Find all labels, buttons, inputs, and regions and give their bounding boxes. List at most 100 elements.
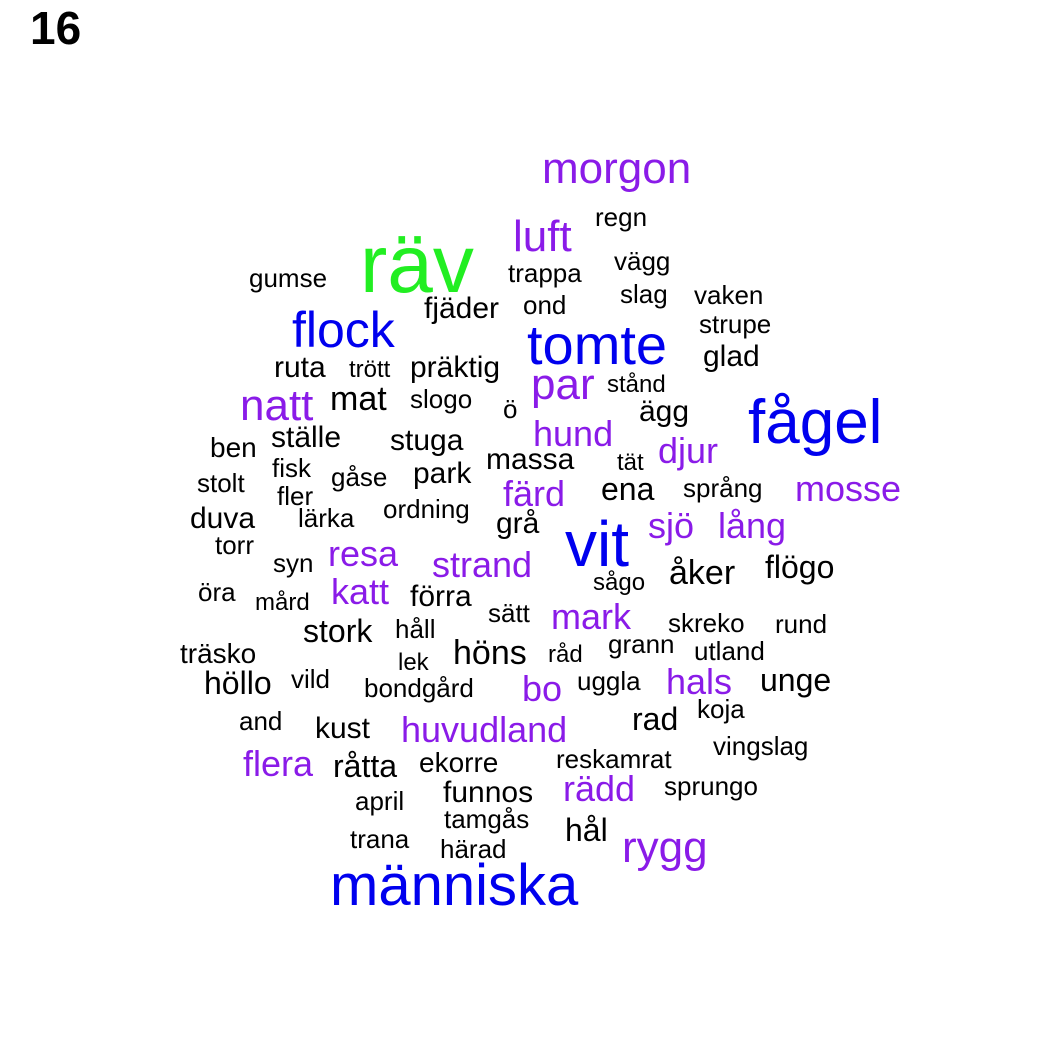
cloud-word: ekorre <box>419 747 498 778</box>
cloud-word: trana <box>350 824 410 854</box>
cloud-word: stolt <box>197 468 245 498</box>
cloud-word: strupe <box>699 309 771 339</box>
cloud-word: fjäder <box>424 292 499 325</box>
cloud-word: ägg <box>639 395 689 428</box>
cloud-word: tät <box>617 449 644 476</box>
cloud-word: hund <box>533 413 613 454</box>
cloud-word: sågo <box>593 569 645 596</box>
cloud-word: sprungo <box>664 771 758 801</box>
cloud-word: ö <box>503 394 517 424</box>
cloud-word: rygg <box>622 823 708 872</box>
cloud-word: grå <box>496 507 540 540</box>
cloud-word: ordning <box>383 494 470 524</box>
cloud-word: färd <box>503 473 565 514</box>
cloud-word: rund <box>775 609 827 639</box>
cloud-word: gåse <box>331 462 387 492</box>
cloud-word: koja <box>697 694 745 724</box>
word-cloud-words: räv människa vit fågel tomte flock morgon luft n… <box>180 144 901 918</box>
cloud-word: människa <box>330 853 579 918</box>
cloud-word: reskamrat <box>556 744 672 774</box>
cloud-word: glad <box>703 340 760 373</box>
cloud-word: par <box>531 360 595 409</box>
cloud-word: språng <box>683 473 763 503</box>
cloud-word: träsko <box>180 638 256 669</box>
cloud-word: trött <box>349 356 391 383</box>
cloud-word: tamgås <box>444 804 529 834</box>
cloud-word: lärka <box>298 503 355 533</box>
cloud-word: hål <box>565 812 608 848</box>
cloud-word: fisk <box>272 453 312 483</box>
cloud-word: natt <box>240 381 313 430</box>
cloud-word: park <box>413 457 472 490</box>
cloud-word: unge <box>760 662 831 698</box>
cloud-word: sjö <box>648 505 694 546</box>
cloud-word: flögo <box>765 549 834 585</box>
cloud-word: slogo <box>410 384 472 414</box>
cloud-word: morgon <box>542 144 691 193</box>
cloud-word: uggla <box>577 666 641 696</box>
cloud-word: stånd <box>607 371 666 398</box>
cloud-word: stork <box>303 613 373 649</box>
cloud-word: hals <box>666 661 732 702</box>
cloud-word: mat <box>330 380 387 418</box>
cloud-word: höllo <box>204 665 272 701</box>
cloud-word: regn <box>595 202 647 232</box>
cloud-word: råd <box>548 641 583 668</box>
cloud-word: flera <box>243 743 314 784</box>
cloud-word: fler <box>277 481 313 511</box>
cloud-word: bondgård <box>364 673 474 703</box>
cloud-word: slag <box>620 279 668 309</box>
cloud-word: luft <box>513 212 572 261</box>
cloud-word: vit <box>565 508 629 580</box>
cloud-word: utland <box>694 636 765 666</box>
cloud-word: massa <box>486 443 575 476</box>
cloud-word: lek <box>398 649 430 676</box>
cloud-word: vild <box>291 664 330 694</box>
cloud-word: bo <box>522 668 562 709</box>
cloud-word: stuga <box>390 424 464 457</box>
cloud-word: huvudland <box>401 709 567 750</box>
cloud-word: fågel <box>748 388 882 457</box>
cloud-word: katt <box>331 571 389 612</box>
cloud-word: duva <box>190 502 255 535</box>
cloud-word: grann <box>608 629 675 659</box>
cloud-word: mark <box>551 596 632 637</box>
cloud-word: vingslag <box>713 731 808 761</box>
cloud-word: ena <box>601 471 655 507</box>
cloud-word: tomte <box>527 313 667 376</box>
cloud-word: lång <box>718 505 786 546</box>
cloud-word: sätt <box>488 598 531 628</box>
cloud-word: funnos <box>443 776 533 809</box>
cloud-word: vaken <box>694 280 763 310</box>
cloud-word: råtta <box>333 748 397 784</box>
cloud-word: resa <box>328 533 399 574</box>
cloud-word: trappa <box>508 258 582 288</box>
cloud-word: rad <box>632 701 678 737</box>
cloud-word: flock <box>292 302 396 358</box>
cloud-word: öra <box>198 577 236 607</box>
cloud-word: mård <box>255 589 310 616</box>
cloud-word: räv <box>360 219 474 310</box>
cloud-word: gumse <box>249 263 327 293</box>
cloud-word: syn <box>273 548 313 578</box>
cloud-word: strand <box>432 544 532 585</box>
cloud-word: förra <box>410 580 472 613</box>
cloud-word: mosse <box>795 468 901 509</box>
cloud-word: ben <box>210 432 257 463</box>
page-number: 16 <box>30 2 81 54</box>
cloud-word: ställe <box>271 421 341 454</box>
cloud-word: ruta <box>274 351 326 384</box>
cloud-word: härad <box>440 834 507 864</box>
cloud-word: håll <box>395 614 435 644</box>
cloud-word: rädd <box>563 768 635 809</box>
cloud-word: vägg <box>614 246 670 276</box>
cloud-word: åker <box>669 554 735 592</box>
cloud-word: and <box>239 706 282 736</box>
cloud-word: djur <box>658 430 718 471</box>
cloud-word: höns <box>453 634 527 672</box>
cloud-word: präktig <box>410 351 500 384</box>
cloud-word: april <box>355 786 404 816</box>
cloud-word: skreko <box>668 608 745 638</box>
cloud-word: kust <box>315 712 371 745</box>
